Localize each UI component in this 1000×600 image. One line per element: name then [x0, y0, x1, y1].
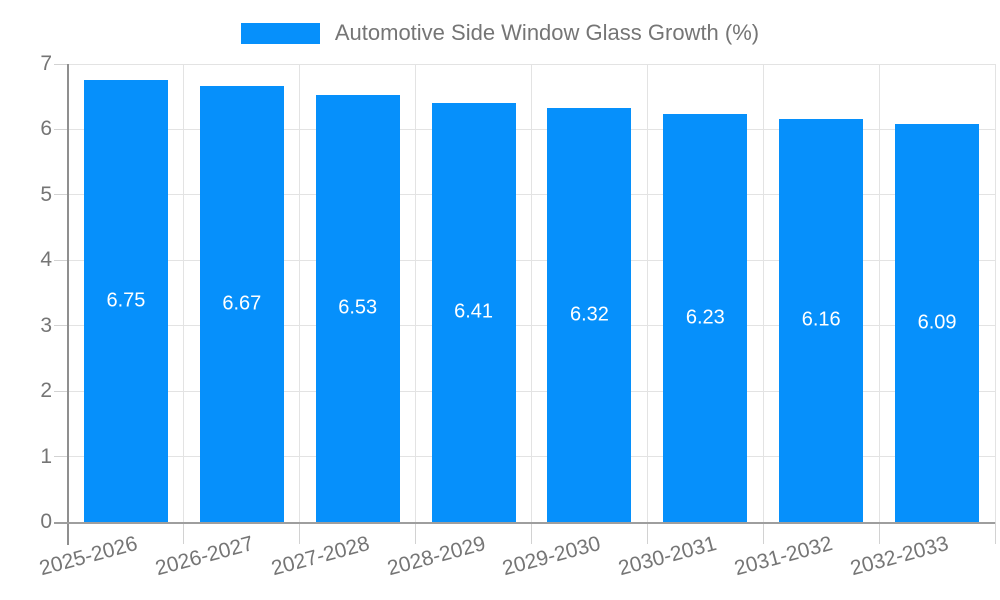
bar[interactable]: 6.67 — [199, 85, 284, 522]
bar-value-label: 6.23 — [685, 306, 725, 329]
y-axis-label: 2 — [40, 379, 52, 403]
x-axis-label: 2030-2031 — [616, 532, 720, 581]
y-axis-line — [67, 64, 69, 545]
x-tick — [531, 522, 532, 544]
x-axis-line — [54, 522, 995, 524]
y-axis-label: 7 — [40, 52, 52, 75]
bar-value-label: 6.16 — [801, 308, 841, 331]
x-tick — [994, 522, 996, 544]
bar-value-label: 6.67 — [222, 292, 262, 315]
y-axis-label: 1 — [40, 444, 52, 468]
x-axis-label: 2026-2027 — [152, 532, 256, 581]
legend-label: Automotive Side Window Glass Growth (%) — [334, 20, 760, 45]
bar[interactable]: 6.32 — [547, 108, 632, 522]
y-tick — [54, 194, 68, 196]
y-axis-label: 0 — [40, 510, 52, 533]
y-axis-label: 3 — [40, 313, 52, 337]
x-axis-label: 2031-2032 — [732, 532, 836, 581]
x-axis-label: 2025-2026 — [36, 532, 140, 581]
y-axis-label: 6 — [40, 117, 52, 141]
bar-value-label: 6.32 — [569, 303, 609, 326]
x-gridline — [183, 64, 185, 522]
y-tick — [54, 390, 68, 392]
plot-area: 0 1 2 3 4 5 6 7 6.75 2025-2026 6.67 2026-2027 6.53 20… — [37, 52, 996, 580]
bar[interactable]: 6.53 — [315, 94, 400, 522]
x-tick — [646, 522, 648, 544]
x-tick — [183, 522, 185, 544]
bar[interactable]: 6.75 — [83, 80, 168, 522]
x-axis-label: 2028-2029 — [384, 532, 488, 581]
x-axis-label: 2029-2030 — [500, 532, 604, 581]
y-tick — [54, 259, 68, 261]
y-tick — [54, 128, 68, 130]
y-tick — [54, 456, 68, 458]
bar[interactable]: 6.41 — [431, 102, 516, 522]
x-tick — [762, 522, 764, 544]
bar-value-label: 6.09 — [917, 311, 957, 334]
x-tick — [878, 522, 880, 544]
x-gridline — [994, 64, 996, 522]
bar-value-label: 6.53 — [338, 296, 378, 319]
x-tick — [299, 522, 301, 544]
y-axis-label: 4 — [40, 248, 52, 272]
x-gridline — [415, 64, 417, 522]
x-gridline — [878, 64, 880, 522]
chart-legend[interactable]: Automotive Side Window Glass Growth (%) — [0, 20, 1000, 46]
bar[interactable]: 6.09 — [895, 123, 980, 522]
bar[interactable]: 6.16 — [779, 118, 864, 522]
y-axis-label: 5 — [40, 182, 52, 206]
x-gridline — [762, 64, 764, 522]
bar-value-label: 6.75 — [106, 289, 146, 312]
x-gridline — [531, 64, 532, 522]
x-axis-label: 2027-2028 — [268, 532, 372, 581]
bar[interactable]: 6.23 — [663, 114, 748, 522]
bar-value-label: 6.41 — [454, 300, 494, 323]
legend-swatch — [240, 22, 320, 44]
x-axis-label: 2032-2033 — [848, 532, 952, 581]
x-gridline — [299, 64, 301, 522]
x-gridline — [646, 64, 648, 522]
y-tick — [54, 63, 68, 65]
y-tick — [54, 325, 68, 327]
x-tick — [415, 522, 417, 544]
